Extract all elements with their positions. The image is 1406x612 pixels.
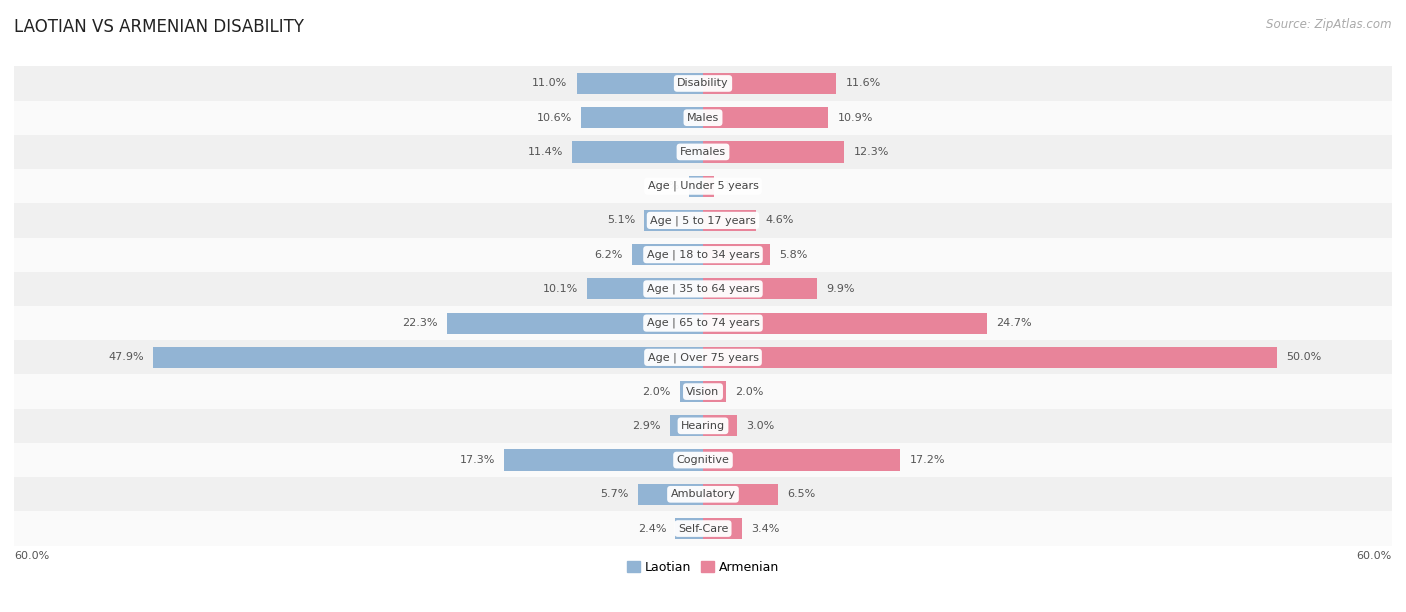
Bar (14, 375, 1392, 409)
Bar (703, 347, 1277, 368)
Text: 3.0%: 3.0% (747, 421, 775, 431)
Bar (637, 483, 703, 505)
Text: Self-Care: Self-Care (678, 523, 728, 534)
Bar (14, 135, 1392, 169)
Text: Age | Over 75 years: Age | Over 75 years (648, 352, 758, 362)
Bar (689, 176, 703, 197)
Text: 22.3%: 22.3% (402, 318, 437, 328)
Bar (588, 278, 703, 299)
Bar (703, 210, 756, 231)
Text: 11.0%: 11.0% (533, 78, 568, 89)
Bar (703, 449, 900, 471)
Text: 2.0%: 2.0% (735, 387, 763, 397)
Text: 3.4%: 3.4% (751, 523, 779, 534)
Bar (14, 100, 1392, 135)
Text: 2.0%: 2.0% (643, 387, 671, 397)
Bar (681, 381, 703, 402)
Text: 5.7%: 5.7% (600, 490, 628, 499)
Text: 9.9%: 9.9% (825, 284, 855, 294)
Bar (14, 66, 1392, 100)
Bar (14, 477, 1392, 512)
Text: 1.0%: 1.0% (724, 181, 752, 191)
Text: 5.8%: 5.8% (779, 250, 807, 259)
Bar (572, 141, 703, 163)
Bar (14, 272, 1392, 306)
Bar (581, 107, 703, 129)
Bar (644, 210, 703, 231)
Bar (669, 415, 703, 436)
Bar (631, 244, 703, 265)
Bar (703, 415, 738, 436)
Legend: Laotian, Armenian: Laotian, Armenian (623, 556, 783, 579)
Text: 4.6%: 4.6% (765, 215, 793, 225)
Text: Males: Males (688, 113, 718, 122)
Bar (153, 347, 703, 368)
Text: 2.9%: 2.9% (633, 421, 661, 431)
Text: 24.7%: 24.7% (995, 318, 1032, 328)
Text: 50.0%: 50.0% (1286, 353, 1322, 362)
Text: LAOTIAN VS ARMENIAN DISABILITY: LAOTIAN VS ARMENIAN DISABILITY (14, 18, 304, 36)
Bar (703, 381, 725, 402)
Text: 1.2%: 1.2% (651, 181, 681, 191)
Bar (14, 340, 1392, 375)
Bar (703, 107, 828, 129)
Bar (576, 73, 703, 94)
Bar (447, 313, 703, 334)
Bar (703, 244, 769, 265)
Text: Age | 18 to 34 years: Age | 18 to 34 years (647, 250, 759, 260)
Text: 10.1%: 10.1% (543, 284, 578, 294)
Bar (14, 409, 1392, 443)
Bar (14, 306, 1392, 340)
Text: 11.6%: 11.6% (845, 78, 880, 89)
Bar (14, 237, 1392, 272)
Text: Source: ZipAtlas.com: Source: ZipAtlas.com (1267, 18, 1392, 31)
Bar (675, 518, 703, 539)
Text: Vision: Vision (686, 387, 720, 397)
Text: Cognitive: Cognitive (676, 455, 730, 465)
Text: 17.3%: 17.3% (460, 455, 495, 465)
Text: Females: Females (681, 147, 725, 157)
Text: Age | 35 to 64 years: Age | 35 to 64 years (647, 283, 759, 294)
Bar (703, 278, 817, 299)
Text: Ambulatory: Ambulatory (671, 490, 735, 499)
Text: 17.2%: 17.2% (910, 455, 945, 465)
Text: 11.4%: 11.4% (527, 147, 562, 157)
Text: 10.9%: 10.9% (838, 113, 873, 122)
Text: 60.0%: 60.0% (1357, 551, 1392, 561)
Text: 5.1%: 5.1% (607, 215, 636, 225)
Text: Disability: Disability (678, 78, 728, 89)
Text: 47.9%: 47.9% (108, 353, 143, 362)
Bar (505, 449, 703, 471)
Text: Hearing: Hearing (681, 421, 725, 431)
Bar (703, 483, 778, 505)
Text: 10.6%: 10.6% (537, 113, 572, 122)
Bar (14, 203, 1392, 237)
Bar (703, 73, 837, 94)
Bar (703, 518, 742, 539)
Text: 60.0%: 60.0% (14, 551, 49, 561)
Text: 12.3%: 12.3% (853, 147, 889, 157)
Text: Age | 65 to 74 years: Age | 65 to 74 years (647, 318, 759, 329)
Bar (703, 141, 844, 163)
Text: 6.2%: 6.2% (595, 250, 623, 259)
Bar (14, 443, 1392, 477)
Text: Age | 5 to 17 years: Age | 5 to 17 years (650, 215, 756, 226)
Text: Age | Under 5 years: Age | Under 5 years (648, 181, 758, 192)
Bar (14, 512, 1392, 546)
Bar (703, 176, 714, 197)
Text: 6.5%: 6.5% (787, 490, 815, 499)
Bar (703, 313, 987, 334)
Bar (14, 169, 1392, 203)
Text: 2.4%: 2.4% (638, 523, 666, 534)
